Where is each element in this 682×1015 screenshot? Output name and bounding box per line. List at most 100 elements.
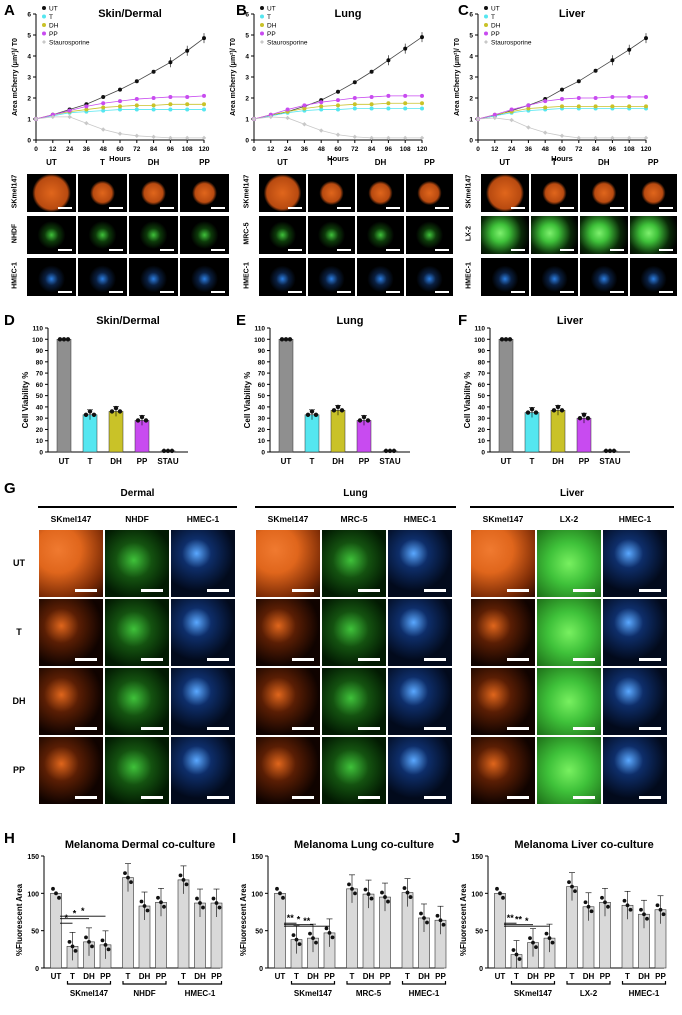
data-point xyxy=(420,101,424,106)
y-tick-label: 2 xyxy=(27,96,31,103)
section-rule xyxy=(255,506,456,508)
bar xyxy=(550,410,566,453)
scale-bar xyxy=(639,658,661,661)
data-point xyxy=(363,887,368,892)
scale-bar xyxy=(109,291,123,293)
y-axis-label: %Fluorescent Area xyxy=(239,883,248,956)
scale-bar xyxy=(109,207,123,209)
scale-bar xyxy=(75,658,97,661)
data-point xyxy=(169,448,175,454)
x-tick-label: T xyxy=(570,972,575,981)
legend-label: DH xyxy=(49,23,59,30)
data-point xyxy=(319,100,324,105)
fluorescence-image xyxy=(322,599,386,666)
data-point xyxy=(184,882,189,887)
group-bracket xyxy=(66,981,112,985)
data-point xyxy=(339,408,345,413)
data-point xyxy=(123,871,127,876)
data-point xyxy=(101,105,106,110)
data-point xyxy=(73,948,78,953)
y-tick-label: 50 xyxy=(255,929,263,936)
data-point xyxy=(168,102,173,107)
spheroid-image xyxy=(481,258,529,296)
fluorescence-image xyxy=(471,668,535,735)
data-point xyxy=(185,94,190,99)
data-point xyxy=(550,940,555,945)
data-point xyxy=(134,79,139,84)
x-tick-label: STAU xyxy=(599,457,620,466)
image-col-header: NHDF xyxy=(125,514,149,524)
data-point xyxy=(567,880,571,885)
coculture-chart-dermal: Melanoma Dermal co-culture 0 50 100 150 %Fluo… xyxy=(15,839,223,998)
scale-bar xyxy=(639,796,661,799)
bar xyxy=(82,414,98,453)
data-point xyxy=(593,104,598,109)
data-point xyxy=(54,891,58,896)
data-point xyxy=(67,114,72,120)
x-tick-label: T xyxy=(88,457,93,466)
data-point xyxy=(544,931,549,936)
x-tick-label: 60 xyxy=(558,146,566,153)
data-point xyxy=(302,106,307,111)
legend-marker xyxy=(484,31,488,36)
data-point xyxy=(627,135,632,141)
data-point xyxy=(211,896,216,901)
x-tick-label: 60 xyxy=(334,146,342,153)
group-bracket xyxy=(122,981,167,985)
y-tick-label: 3 xyxy=(469,75,473,82)
group-label: SKmel147 xyxy=(70,989,109,998)
spheroid-image xyxy=(180,258,229,296)
fluorescence-image xyxy=(471,530,535,597)
data-point xyxy=(625,903,630,908)
data-point xyxy=(611,448,617,454)
spheroid-col-header: UT xyxy=(499,158,511,167)
data-point xyxy=(369,135,374,141)
data-point xyxy=(352,80,357,85)
fluorescence-image xyxy=(39,668,103,735)
spheroid-col-header: PP xyxy=(647,158,659,167)
group-bracket xyxy=(621,981,667,985)
y-tick-label: 0 xyxy=(261,450,265,457)
scale-bar xyxy=(141,589,163,592)
spheroid-image xyxy=(259,174,306,212)
data-point xyxy=(109,409,115,414)
y-tick-label: 90 xyxy=(36,348,44,355)
scale-bar xyxy=(507,727,529,730)
scale-bar xyxy=(160,249,174,251)
spheroid-col-header: UT xyxy=(46,158,57,167)
data-point xyxy=(84,935,88,940)
x-tick-label: STAU xyxy=(379,457,400,466)
data-point xyxy=(387,448,393,454)
data-point xyxy=(529,406,535,412)
data-point xyxy=(639,907,643,912)
data-point xyxy=(251,116,257,122)
x-tick-label: 0 xyxy=(34,146,38,153)
data-point xyxy=(526,103,531,108)
x-tick-label: DH xyxy=(139,972,151,981)
y-tick-label: 40 xyxy=(36,404,44,411)
scale-bar xyxy=(435,207,449,209)
fluorescence-image xyxy=(39,737,103,804)
scale-bar xyxy=(609,291,624,293)
fluorescence-image xyxy=(537,599,601,666)
y-tick-label: 110 xyxy=(475,326,486,333)
data-point xyxy=(658,907,663,912)
data-point xyxy=(151,107,156,112)
data-point xyxy=(386,93,391,98)
data-point xyxy=(297,942,302,947)
legend-marker xyxy=(42,40,46,44)
spheroid-image xyxy=(78,258,127,296)
data-point xyxy=(603,900,607,905)
legend-label: PP xyxy=(49,31,58,38)
data-point xyxy=(593,135,598,141)
data-point xyxy=(324,926,329,931)
group-label: SKmel147 xyxy=(514,989,553,998)
x-tick-label: 48 xyxy=(100,146,108,153)
fluorescence-image xyxy=(388,530,452,597)
data-point xyxy=(61,337,67,342)
data-point xyxy=(311,936,315,941)
data-point xyxy=(352,134,357,140)
data-point xyxy=(559,133,565,138)
scale-bar xyxy=(211,291,225,293)
